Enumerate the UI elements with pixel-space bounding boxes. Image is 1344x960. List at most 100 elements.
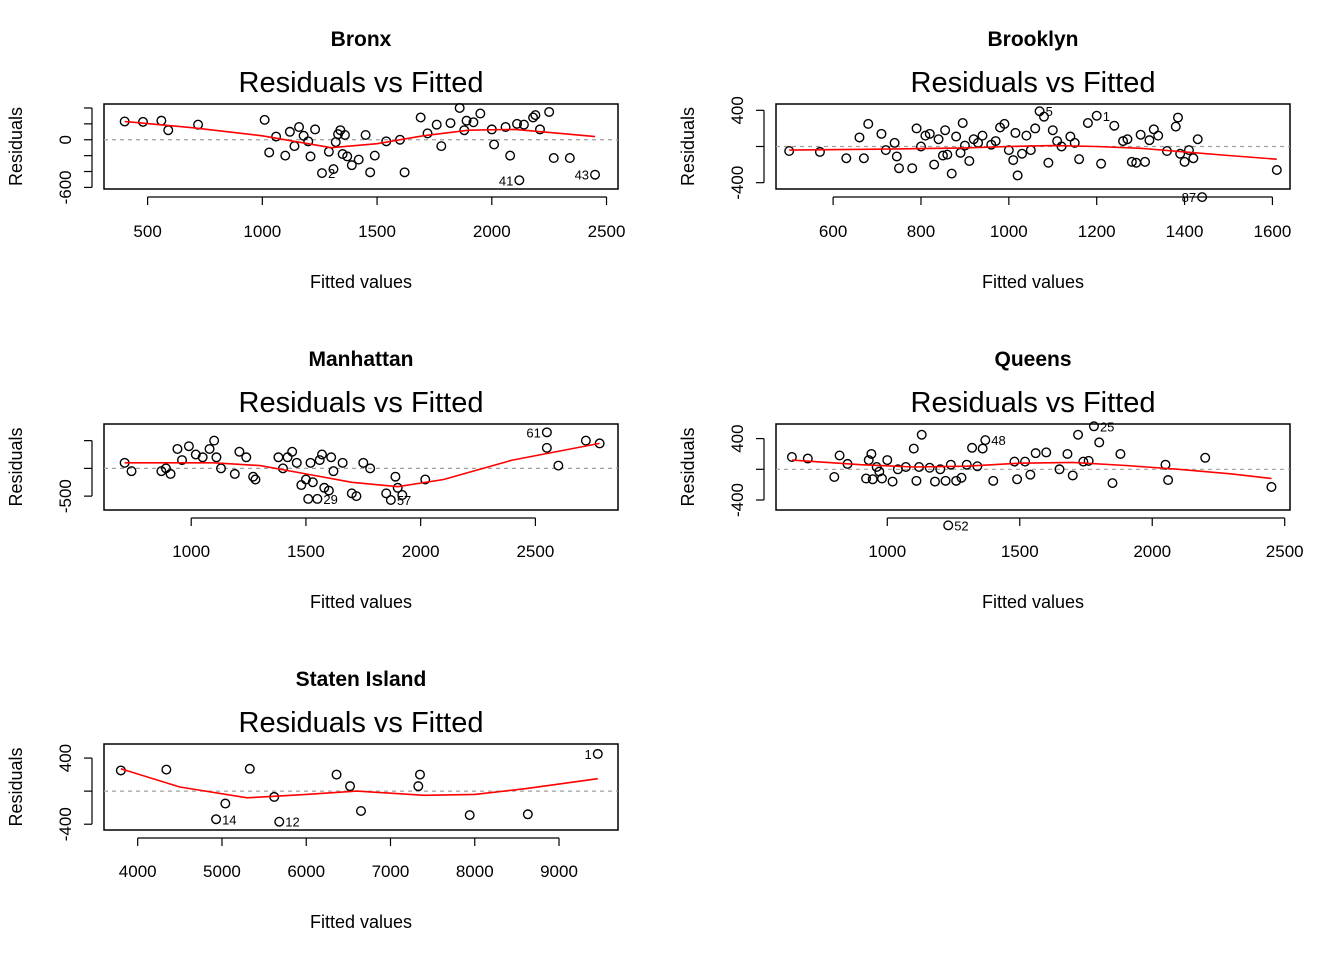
residual-point <box>943 520 954 531</box>
residual-point <box>244 763 255 774</box>
residual-point <box>1078 456 1089 467</box>
residual-point <box>1197 192 1208 203</box>
panel-title: Bronx <box>331 28 392 51</box>
residual-point <box>392 482 403 493</box>
residual-point <box>1083 455 1094 466</box>
residual-point <box>1073 429 1084 440</box>
residual-point <box>1047 125 1058 136</box>
residual-point <box>1179 156 1190 167</box>
y-tick-label: -400 <box>56 807 75 841</box>
residual-point <box>431 119 442 130</box>
residual-point <box>942 149 953 160</box>
residual-point <box>882 455 893 466</box>
residual-point <box>1069 137 1080 148</box>
residual-point <box>1038 111 1049 122</box>
y-tick-label: -600 <box>56 170 75 204</box>
residual-point <box>353 154 364 165</box>
residual-point <box>592 748 603 759</box>
residual-point <box>1172 112 1183 123</box>
residual-point <box>1266 481 1277 492</box>
x-tick-label: 2000 <box>1133 542 1171 561</box>
residual-point <box>1062 448 1073 459</box>
point-label: 25 <box>1100 419 1114 434</box>
point-label: 48 <box>991 433 1005 448</box>
panel-bronx: Bronx Residuals vs Fitted 500 1000 1500 2000 2… <box>6 28 625 292</box>
point-label: 1 <box>585 747 592 762</box>
residual-point <box>1126 156 1137 167</box>
residual-point <box>924 128 935 139</box>
residual-point <box>163 125 174 136</box>
residual-point <box>310 124 321 135</box>
x-tick-label: 1200 <box>1078 222 1116 241</box>
point-label: 41 <box>499 173 513 188</box>
residual-point <box>1030 123 1041 134</box>
residual-point <box>365 167 376 178</box>
residual-point <box>126 466 137 477</box>
residual-point <box>1118 136 1129 147</box>
residual-point <box>500 122 511 133</box>
residual-point <box>328 466 339 477</box>
residual-point <box>365 463 376 474</box>
chart-title: Residuals vs Fitted <box>239 387 484 419</box>
residual-point <box>282 452 293 463</box>
residual-point <box>505 150 516 161</box>
residual-point <box>328 164 339 175</box>
residual-point <box>234 446 245 457</box>
residual-point <box>390 471 401 482</box>
panel-staten-island: Staten Island Residuals vs Fitted 4000 5000… <box>6 668 619 932</box>
panel-title: Manhattan <box>309 348 414 371</box>
smoother-line <box>791 459 1272 480</box>
residual-point <box>294 122 305 133</box>
residual-point <box>951 475 962 486</box>
residual-point <box>880 145 891 156</box>
x-tick-label: 4000 <box>119 862 157 881</box>
smoother-line <box>124 120 596 149</box>
residual-point <box>867 474 878 485</box>
y-tick-label: 400 <box>728 424 747 452</box>
residual-point <box>1109 120 1120 131</box>
residual-point <box>933 134 944 145</box>
residual-point <box>951 131 962 142</box>
y-tick-label: -400 <box>728 483 747 517</box>
residual-point <box>323 146 334 157</box>
residual-point <box>874 466 885 477</box>
residual-point <box>1107 478 1118 489</box>
x-tick-label: 1600 <box>1254 222 1292 241</box>
residual-point <box>1067 470 1078 481</box>
residual-point <box>1115 448 1126 459</box>
residual-point <box>298 130 309 141</box>
residual-point <box>1163 475 1174 486</box>
residual-point <box>1200 452 1211 463</box>
residual-point <box>300 474 311 485</box>
residual-point <box>1082 117 1093 128</box>
residual-point <box>1017 148 1028 159</box>
residual-point <box>475 108 486 119</box>
residual-point <box>303 136 314 147</box>
residual-point <box>345 781 356 792</box>
residual-point <box>183 441 194 452</box>
residual-point <box>935 464 946 475</box>
y-tick-label: 400 <box>728 96 747 124</box>
residual-point <box>1135 129 1146 140</box>
residual-point <box>413 781 424 792</box>
residual-point <box>1052 136 1063 147</box>
residual-point <box>1025 469 1036 480</box>
chart-title: Residuals vs Fitted <box>911 67 1156 99</box>
residual-point <box>461 115 472 126</box>
residual-point <box>381 488 392 499</box>
x-axis-label: Fitted values <box>310 592 412 612</box>
residual-point <box>541 442 552 453</box>
residual-point <box>564 153 575 164</box>
point-label: 52 <box>954 518 968 533</box>
residual-point <box>356 805 367 816</box>
residual-point <box>1010 127 1021 138</box>
x-tick-label: 1400 <box>1166 222 1204 241</box>
residual-point <box>420 474 431 485</box>
residual-point <box>1020 456 1031 467</box>
residual-point <box>177 455 188 466</box>
x-tick-label: 800 <box>907 222 935 241</box>
residual-point <box>1192 134 1203 145</box>
point-label: 57 <box>397 493 411 508</box>
residual-point <box>397 490 408 501</box>
residual-point <box>323 485 334 496</box>
